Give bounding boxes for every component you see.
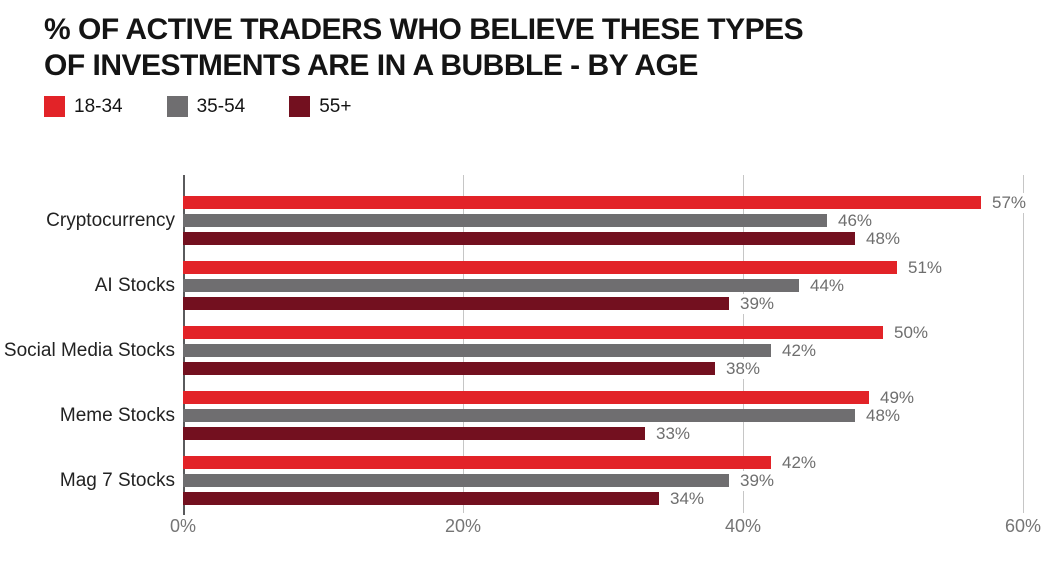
legend-label: 35-54 — [196, 96, 246, 117]
x-tick-label: 0% — [169, 516, 197, 536]
bar-55+ — [183, 232, 855, 245]
legend-swatch-18-34 — [44, 96, 65, 117]
bar-track: 42% — [183, 452, 1024, 473]
bar-18-34 — [183, 391, 869, 404]
value-label: 38% — [723, 358, 764, 379]
bar-35-54 — [183, 214, 827, 227]
bar-35-54 — [183, 474, 729, 487]
legend: 18-34 35-54 55+ — [44, 96, 351, 117]
bar-35-54 — [183, 279, 799, 292]
bar-track: 49% — [183, 387, 1024, 408]
legend-swatch-35-54 — [166, 96, 188, 117]
bar-18-34 — [183, 326, 883, 339]
chart-title: % OF ACTIVE TRADERS WHO BELIEVE THESE TY… — [44, 13, 804, 82]
value-label: 33% — [653, 423, 694, 444]
x-tick-label: 20% — [444, 516, 482, 536]
bar-55+ — [183, 492, 659, 505]
bar-track: 57% — [183, 192, 1030, 213]
bar-18-34 — [183, 456, 771, 469]
category-label: Meme Stocks — [59, 405, 175, 426]
legend-item-18-34: 18-34 — [44, 96, 123, 117]
x-tick-label: 60% — [1004, 516, 1042, 536]
bar-track: 34% — [183, 488, 1024, 509]
value-label: 34% — [667, 488, 708, 509]
value-label: 46% — [835, 210, 876, 231]
legend-swatch-55-plus — [289, 96, 311, 117]
value-label: 42% — [779, 340, 820, 361]
bar-track: 38% — [183, 358, 1024, 379]
legend-item-35-54: 35-54 — [166, 96, 246, 117]
bar-track: 46% — [183, 210, 1024, 231]
value-label: 49% — [877, 387, 918, 408]
bar-track: 48% — [183, 228, 1024, 249]
bar-track: 39% — [183, 293, 1024, 314]
value-label: 42% — [779, 452, 820, 473]
bar-track: 42% — [183, 340, 1024, 361]
bar-group: 50% 42% 38% — [183, 322, 1024, 379]
category-label: AI Stocks — [94, 275, 175, 296]
plot-area: 57% 46% 48% 51% 44% 39% 50% 42% 38% 49% 48% 33% 42% 3… — [183, 175, 1030, 515]
bar-track: 51% — [183, 257, 1024, 278]
category-label: Cryptocurrency — [46, 210, 175, 231]
gridline-60 — [1022, 175, 1024, 513]
bar-18-34 — [183, 261, 897, 274]
legend-label: 55+ — [319, 96, 352, 117]
category-label: Social Media Stocks — [3, 340, 175, 361]
category-label: Mag 7 Stocks — [59, 470, 175, 491]
value-label: 44% — [807, 275, 848, 296]
bar-track: 50% — [183, 322, 1024, 343]
x-tick-label: 40% — [724, 516, 762, 536]
category-labels: Cryptocurrency AI Stocks Social Media Stoc… — [0, 175, 175, 513]
value-label: 39% — [737, 470, 778, 491]
bar-55+ — [183, 297, 729, 310]
bar-track: 33% — [183, 423, 1024, 444]
bar-55+ — [183, 362, 715, 375]
value-label: 48% — [863, 228, 904, 249]
bar-group: 42% 39% 34% — [183, 452, 1024, 509]
bar-group: 51% 44% 39% — [183, 257, 1024, 314]
bar-55+ — [183, 427, 645, 440]
bar-track: 39% — [183, 470, 1024, 491]
value-label: 51% — [905, 257, 946, 278]
value-label: 50% — [891, 322, 932, 343]
bar-track: 48% — [183, 405, 1024, 426]
bar-track: 44% — [183, 275, 1024, 296]
bar-35-54 — [183, 344, 771, 357]
value-label: 57% — [989, 192, 1030, 213]
legend-label: 18-34 — [74, 96, 123, 117]
bar-group: 49% 48% 33% — [183, 387, 1024, 444]
bar-35-54 — [183, 409, 855, 422]
value-label: 39% — [737, 293, 778, 314]
x-axis-ticks: 0% 20% 40% 60% — [0, 516, 1057, 540]
bar-18-34 — [183, 196, 981, 209]
bar-group: 57% 46% 48% — [183, 192, 1030, 249]
value-label: 48% — [863, 405, 904, 426]
legend-item-55-plus: 55+ — [289, 96, 351, 117]
